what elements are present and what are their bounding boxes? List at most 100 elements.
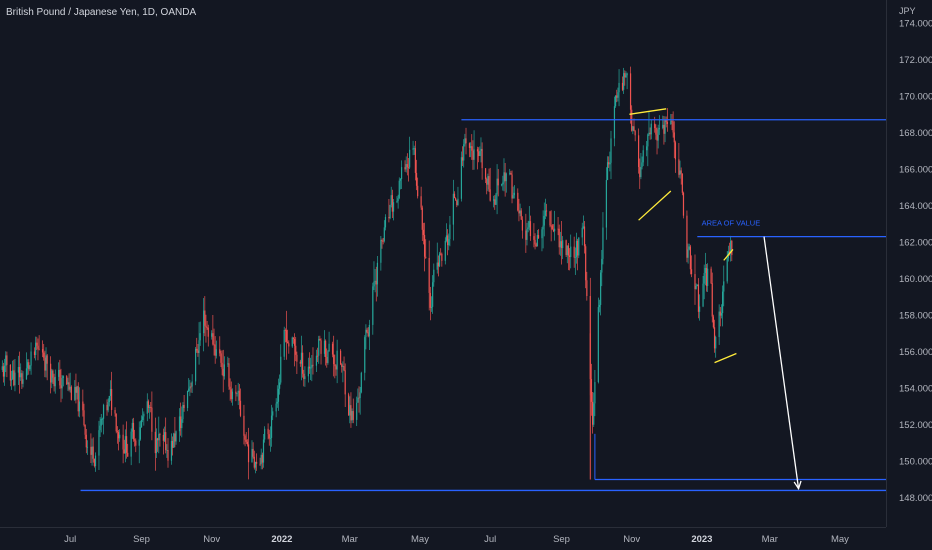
- candle: [311, 355, 313, 382]
- candle-body: [650, 123, 652, 135]
- candle: [279, 374, 281, 395]
- candle: [44, 350, 46, 378]
- candle: [597, 297, 599, 384]
- candle: [207, 324, 209, 347]
- candle-body: [205, 325, 207, 328]
- candle-body: [623, 73, 625, 90]
- candle-body: [417, 185, 419, 197]
- candle-body: [437, 262, 439, 267]
- candle-body: [21, 373, 23, 384]
- candle: [288, 340, 290, 354]
- candle-body: [621, 82, 624, 90]
- candle-body: [54, 376, 56, 387]
- candle: [382, 237, 384, 245]
- candle: [559, 231, 561, 256]
- candle-body: [299, 361, 301, 364]
- candle-body: [142, 416, 144, 421]
- candle: [432, 275, 434, 314]
- candle-body: [119, 434, 121, 439]
- candle: [181, 406, 183, 438]
- projection-arrow-head: [793, 480, 802, 491]
- candle: [697, 278, 700, 319]
- candle-body: [570, 246, 572, 257]
- candle-body: [277, 388, 280, 402]
- y-tick-label: 164.000: [899, 201, 932, 212]
- candle-body: [544, 210, 547, 216]
- candle-body: [657, 129, 659, 141]
- candle-body: [557, 228, 559, 230]
- candle: [186, 390, 189, 412]
- y-tick-label: 148.000: [899, 493, 932, 504]
- candle-body: [251, 448, 253, 463]
- candle: [159, 432, 161, 447]
- candle: [468, 142, 471, 158]
- candle: [21, 370, 23, 390]
- candle-body: [658, 127, 660, 130]
- candle-body: [178, 416, 181, 432]
- candle: [430, 296, 433, 312]
- candle: [348, 392, 350, 416]
- candle-body: [59, 369, 61, 386]
- candle: [50, 356, 52, 394]
- candle-body: [549, 211, 551, 226]
- candle-body: [122, 434, 124, 450]
- candle-body: [407, 167, 410, 169]
- candle-body: [536, 235, 538, 247]
- candle: [626, 72, 628, 90]
- candle-body: [392, 202, 395, 212]
- x-tick-label: Sep: [553, 534, 570, 545]
- candle-body: [703, 273, 705, 284]
- candle: [583, 221, 586, 254]
- candle: [568, 248, 571, 271]
- candle-body: [528, 221, 530, 228]
- candle-body: [43, 352, 45, 358]
- candle-body: [356, 402, 358, 420]
- candle-body: [423, 234, 426, 257]
- candle-body: [646, 146, 648, 151]
- candle-body: [428, 257, 430, 293]
- candle-body: [654, 123, 656, 129]
- candle: [211, 330, 213, 340]
- candle-body: [94, 455, 97, 467]
- x-tick-label: May: [831, 534, 849, 545]
- candle: [130, 428, 132, 466]
- candle-body: [567, 245, 570, 256]
- candle-body: [215, 349, 217, 356]
- candle-body: [90, 446, 92, 455]
- candle-body: [456, 200, 458, 205]
- candle-body: [111, 388, 113, 410]
- x-tick-label: Nov: [623, 534, 640, 545]
- candle: [702, 276, 704, 308]
- candle-body: [33, 351, 36, 356]
- candle: [155, 428, 158, 458]
- candle: [170, 433, 173, 465]
- candle: [704, 252, 706, 286]
- candle: [543, 202, 545, 237]
- candle-body: [422, 229, 425, 235]
- candle: [484, 168, 487, 184]
- candle-body: [702, 283, 704, 307]
- candle: [560, 221, 563, 265]
- candle: [268, 429, 270, 446]
- candle: [428, 240, 430, 311]
- candle: [420, 186, 422, 210]
- candle: [41, 340, 44, 358]
- candle: [75, 373, 77, 404]
- candle: [534, 233, 536, 250]
- candle-body: [479, 150, 481, 157]
- candle: [710, 266, 712, 285]
- candle-body: [642, 150, 644, 163]
- candle: [343, 356, 345, 372]
- candle: [14, 358, 16, 392]
- candle: [17, 355, 20, 385]
- candle-body: [535, 244, 537, 247]
- candle: [415, 159, 418, 191]
- candle-body: [671, 120, 673, 122]
- candle-body: [404, 167, 406, 170]
- candle: [163, 426, 166, 443]
- candle-body: [719, 311, 721, 316]
- candle: [108, 395, 110, 407]
- candle-body: [109, 388, 112, 396]
- candle: [681, 173, 683, 196]
